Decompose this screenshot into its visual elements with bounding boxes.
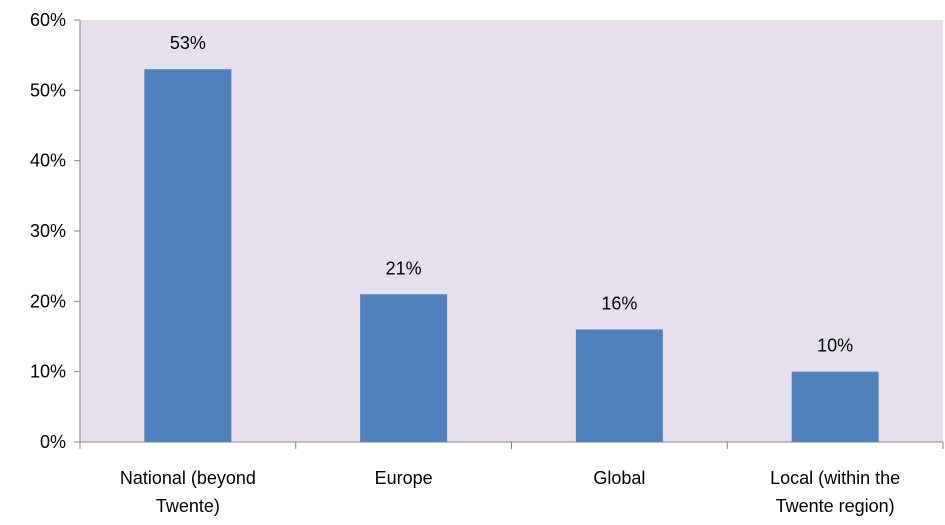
- x-category-label: Global: [593, 468, 645, 488]
- data-label: 53%: [170, 33, 206, 53]
- bar: [144, 69, 232, 442]
- x-category-label: Local (within the Twente region): [770, 468, 900, 516]
- y-tick-label: 20%: [30, 291, 66, 311]
- bar: [791, 371, 879, 442]
- data-label: 16%: [601, 293, 637, 313]
- bar: [575, 329, 663, 442]
- y-tick-label: 60%: [30, 10, 66, 30]
- x-category-label: Europe: [375, 468, 433, 488]
- y-tick-label: 10%: [30, 362, 66, 382]
- y-tick-label: 30%: [30, 221, 66, 241]
- x-category-label-line: Global: [593, 468, 645, 488]
- x-category-label-line: Twente): [156, 496, 220, 516]
- data-label: 21%: [386, 258, 422, 278]
- x-category-label-line: Twente region): [776, 496, 895, 516]
- bar: [360, 294, 448, 442]
- y-tick-label: 40%: [30, 151, 66, 171]
- x-category-label: National (beyond Twente): [120, 468, 256, 516]
- y-tick-label: 50%: [30, 80, 66, 100]
- x-category-label-line: Local (within the: [770, 468, 900, 488]
- data-label: 10%: [817, 336, 853, 356]
- x-category-label-line: National (beyond: [120, 468, 256, 488]
- x-category-label-line: Europe: [375, 468, 433, 488]
- y-tick-label: 0%: [40, 432, 66, 452]
